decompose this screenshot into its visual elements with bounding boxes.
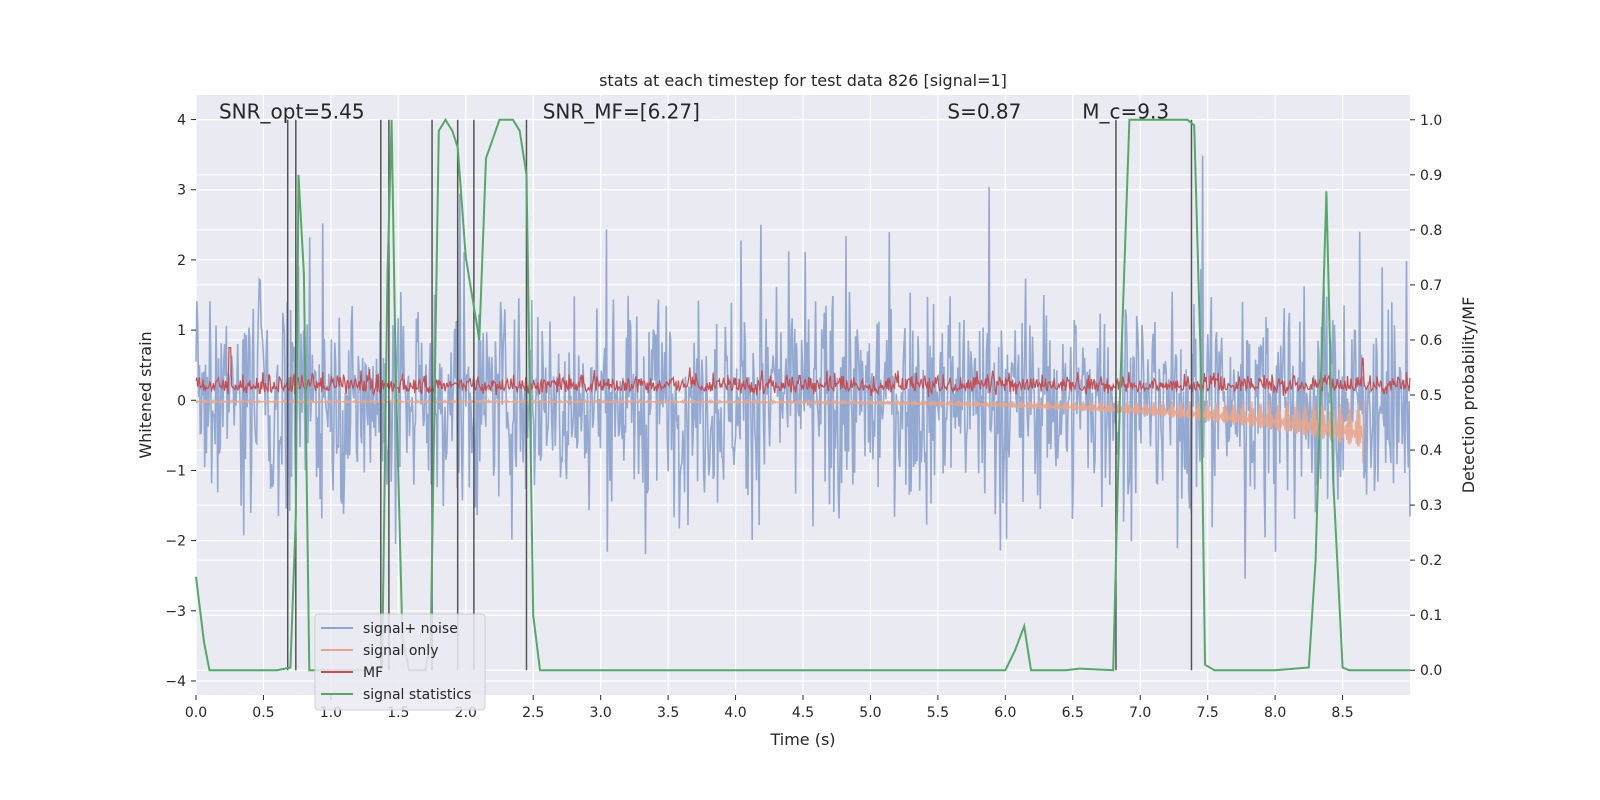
x-tick-label: 6.5	[1062, 705, 1084, 721]
legend-box	[314, 613, 486, 711]
y-right-tick-label: 0.7	[1420, 278, 1442, 294]
y-tick-label: −1	[165, 463, 186, 479]
chart-title: stats at each timestep for test data 826…	[599, 71, 1007, 90]
y-right-tick-label: 0.6	[1420, 333, 1442, 349]
y-tick-label: −2	[165, 534, 186, 550]
annotation-snr-opt: SNR_opt=5.45	[219, 100, 365, 124]
x-tick-label: 7.5	[1197, 705, 1219, 721]
y-right-tick-label: 0.5	[1420, 388, 1442, 404]
annotation-chirp-mass: M_c=9.3	[1082, 100, 1169, 124]
signal-only-line	[195, 397, 1365, 464]
x-tick-label: 6.0	[994, 705, 1016, 721]
annotation-spin: S=0.87	[947, 100, 1021, 124]
y-right-tick-label: 0.8	[1420, 223, 1442, 239]
y-right-tick-label: 1.0	[1420, 113, 1442, 129]
x-tick-label: 4.0	[724, 705, 746, 721]
x-tick-label: 0.0	[185, 705, 207, 721]
y-tick-label: 1	[177, 323, 186, 339]
legend-label: MF	[363, 665, 383, 681]
x-tick-label: 5.5	[927, 705, 949, 721]
y-tick-label: 2	[177, 253, 186, 269]
y-right-tick-label: 0.3	[1420, 498, 1442, 514]
legend-label: signal only	[363, 643, 438, 659]
y-right-tick-label: 0.4	[1420, 443, 1442, 459]
x-tick-label: 8.0	[1264, 705, 1286, 721]
y-tick-label: 0	[177, 393, 186, 409]
annotation-snr-mf: SNR_MF=[6.27]	[543, 100, 700, 124]
x-tick-label: 0.5	[252, 705, 274, 721]
y-right-tick-label: 0.1	[1420, 608, 1442, 624]
x-axis-label: Time (s)	[769, 730, 835, 749]
y-axis-right-label: Detection probability/MF	[1459, 297, 1478, 494]
y-right-tick-label: 0.0	[1420, 663, 1442, 679]
y-right-tick-label: 0.2	[1420, 553, 1442, 569]
y-tick-label: 4	[177, 113, 186, 129]
y-right-tick-label: 0.9	[1420, 168, 1442, 184]
x-tick-label: 3.5	[657, 705, 679, 721]
legend: signal+ noise signal only MF signal statist…	[314, 613, 486, 711]
x-tick-label: 3.0	[590, 705, 612, 721]
x-tick-label: 4.5	[792, 705, 814, 721]
x-tick-label: 5.0	[859, 705, 881, 721]
signal-plus-noise-line	[195, 155, 1411, 579]
axis-ticks: 0.0 0.5 1.0 1.5 2.0 2.5 3.0 3.5 4.0 4.5 5.0 5.5 6.0 6…	[165, 113, 1442, 721]
legend-label: signal+ noise	[363, 621, 458, 637]
y-tick-label: −3	[165, 604, 186, 620]
mf-line	[195, 347, 1411, 398]
y-tick-label: −4	[165, 674, 186, 690]
x-tick-label: 8.5	[1331, 705, 1353, 721]
x-tick-label: 2.5	[522, 705, 544, 721]
annotations: SNR_opt=5.45 SNR_MF=[6.27] S=0.87 M_c=9.3	[219, 100, 1169, 124]
y-tick-label: 3	[177, 183, 186, 199]
y-axis-label: Whitened strain	[136, 331, 155, 458]
x-tick-label: 7.0	[1129, 705, 1151, 721]
legend-label: signal statistics	[363, 687, 471, 703]
